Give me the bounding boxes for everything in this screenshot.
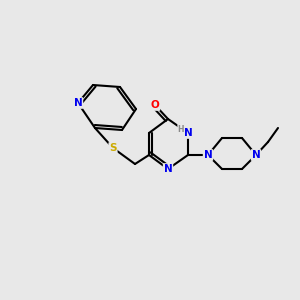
Text: N: N (164, 164, 172, 174)
Text: S: S (109, 143, 117, 153)
Text: O: O (151, 100, 159, 110)
Text: N: N (74, 98, 82, 108)
Text: N: N (204, 150, 212, 160)
Text: H: H (178, 124, 184, 134)
Text: N: N (184, 128, 192, 138)
Text: N: N (252, 150, 260, 160)
